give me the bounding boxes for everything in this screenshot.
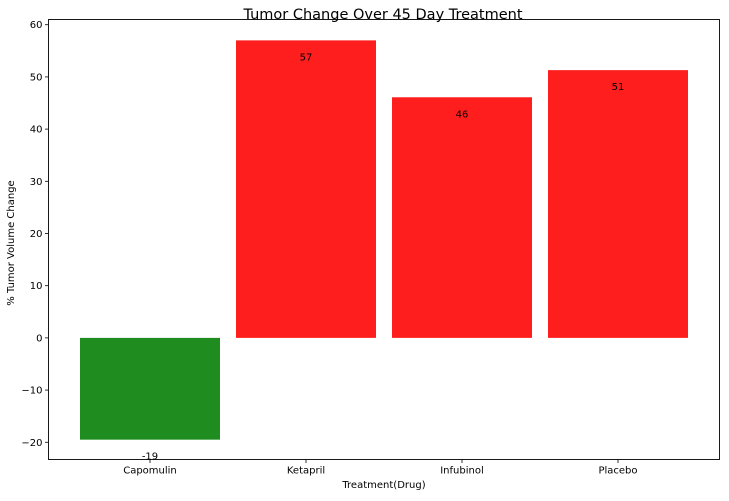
x-tick-label-capomulin: Capomulin [123,466,177,477]
bar-placebo [548,70,688,338]
data-label-ketapril: 57 [300,52,313,63]
bar-ketapril [236,40,376,338]
bar-infubinol [392,97,532,338]
x-axis: Capomulin Ketapril Infubinol Placebo [123,459,638,477]
data-label-capomulin: -19 [142,452,158,463]
data-label-placebo: 51 [612,82,625,93]
y-tick-label: 20 [30,229,43,240]
x-tick-label-placebo: Placebo [598,466,637,477]
plot-frame [48,19,720,460]
y-tick-label: 50 [30,72,43,83]
y-tick-label: 0 [36,333,42,344]
data-labels-layer: -19 57 46 51 [142,52,625,462]
y-axis: −20 −10 0 10 20 30 40 50 60 [21,20,49,449]
y-tick-label: −10 [21,386,42,397]
x-axis-label: Treatment(Drug) [341,480,425,491]
y-tick-label: 30 [30,177,43,188]
bar-capomulin [80,337,220,440]
chart-title: Tumor Change Over 45 Day Treatment [242,7,522,23]
x-tick-label-ketapril: Ketapril [287,466,325,477]
y-tick-label: 10 [30,281,43,292]
x-tick-label-infubinol: Infubinol [440,466,484,477]
y-tick-label: 60 [30,20,43,31]
data-label-infubinol: 46 [456,109,469,120]
y-axis-label: % Tumor Volume Change [6,180,17,305]
y-tick-label: −20 [21,438,42,449]
bars-layer [80,40,688,440]
y-tick-label: 40 [30,125,43,136]
